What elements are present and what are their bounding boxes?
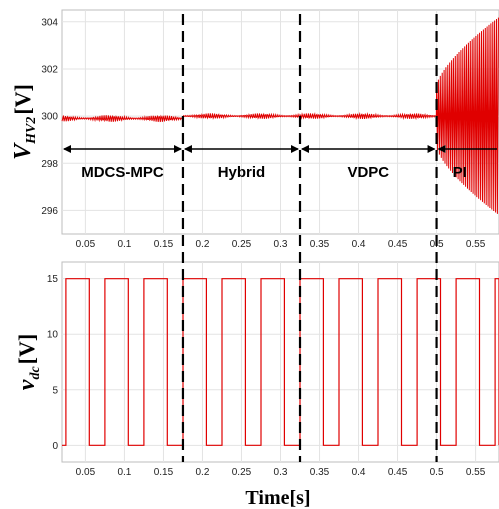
bot-x-tick-label: 0.15 bbox=[154, 467, 174, 478]
bottom-y-ticks: 0 5 10 15 bbox=[47, 274, 59, 452]
x-axis-label: Time[s] bbox=[245, 487, 310, 509]
bottom-y-axis-label: vdc[V] bbox=[14, 334, 43, 390]
top-x-tick-label: 0.2 bbox=[196, 239, 210, 250]
top-y-tick-label: 300 bbox=[41, 112, 58, 123]
bot-x-tick-label: 0.45 bbox=[388, 467, 408, 478]
region-annotations: MDCS-MPC Hybrid VDPC PI bbox=[63, 145, 497, 181]
bot-y-tick-label: 15 bbox=[47, 274, 59, 285]
bot-x-tick-label: 0.2 bbox=[196, 467, 210, 478]
bot-x-tick-label: 0.35 bbox=[310, 467, 330, 478]
region-label: MDCS-MPC bbox=[81, 164, 164, 181]
bot-x-tick-label: 0.3 bbox=[274, 467, 288, 478]
top-x-tick-label: 0.05 bbox=[76, 239, 96, 250]
top-x-tick-label: 0.4 bbox=[352, 239, 366, 250]
vdc-series-line bbox=[62, 278, 499, 446]
top-y-tick-label: 302 bbox=[41, 64, 58, 75]
bot-x-tick-label: 0.55 bbox=[466, 467, 486, 478]
bot-x-tick-label: 0.5 bbox=[430, 467, 444, 478]
top-x-ticks: 0.050.10.150.20.250.30.350.40.450.50.55 bbox=[76, 239, 486, 250]
top-x-tick-label: 0.55 bbox=[466, 239, 486, 250]
top-y-tick-label: 304 bbox=[41, 17, 58, 28]
bottom-x-ticks: 0.05 0.1 0.15 0.2 0.25 0.3 0.35 0.4 0.45 0.5 0.55 bbox=[76, 467, 486, 478]
bot-x-tick-label: 0.4 bbox=[352, 467, 366, 478]
top-y-tick-label: 296 bbox=[41, 206, 58, 217]
region-label: VDPC bbox=[347, 164, 389, 181]
bot-y-tick-label: 5 bbox=[52, 385, 58, 396]
bot-y-tick-label: 10 bbox=[47, 330, 59, 341]
top-x-tick-label: 0.3 bbox=[274, 239, 288, 250]
top-y-ticks: 296 298 300 302 304 bbox=[41, 17, 58, 217]
top-x-tick-label: 0.45 bbox=[388, 239, 408, 250]
vhv2-series-line bbox=[61, 17, 499, 214]
region-label: Hybrid bbox=[218, 164, 266, 181]
transition-dividers bbox=[181, 14, 438, 462]
top-x-tick-label: 0.1 bbox=[117, 239, 131, 250]
bottom-chart-vdc: 0.05 0.1 0.15 0.2 0.25 0.3 0.35 0.4 0.45 0.5 0.55 … bbox=[47, 261, 499, 478]
bot-x-tick-label: 0.25 bbox=[232, 467, 252, 478]
top-x-tick-label: 0.15 bbox=[154, 239, 174, 250]
bot-x-tick-label: 0.05 bbox=[76, 467, 96, 478]
top-y-axis-label: VHV2[V] bbox=[10, 84, 39, 160]
bot-y-tick-label: 0 bbox=[52, 441, 58, 452]
region-label: PI bbox=[453, 164, 467, 181]
bot-x-tick-label: 0.1 bbox=[117, 467, 131, 478]
top-chart-vhv2: 0.050.10.150.20.250.30.350.40.450.50.55 … bbox=[41, 9, 499, 250]
top-x-tick-label: 0.25 bbox=[232, 239, 252, 250]
top-x-tick-label: 0.35 bbox=[310, 239, 330, 250]
top-y-tick-label: 298 bbox=[41, 159, 58, 170]
